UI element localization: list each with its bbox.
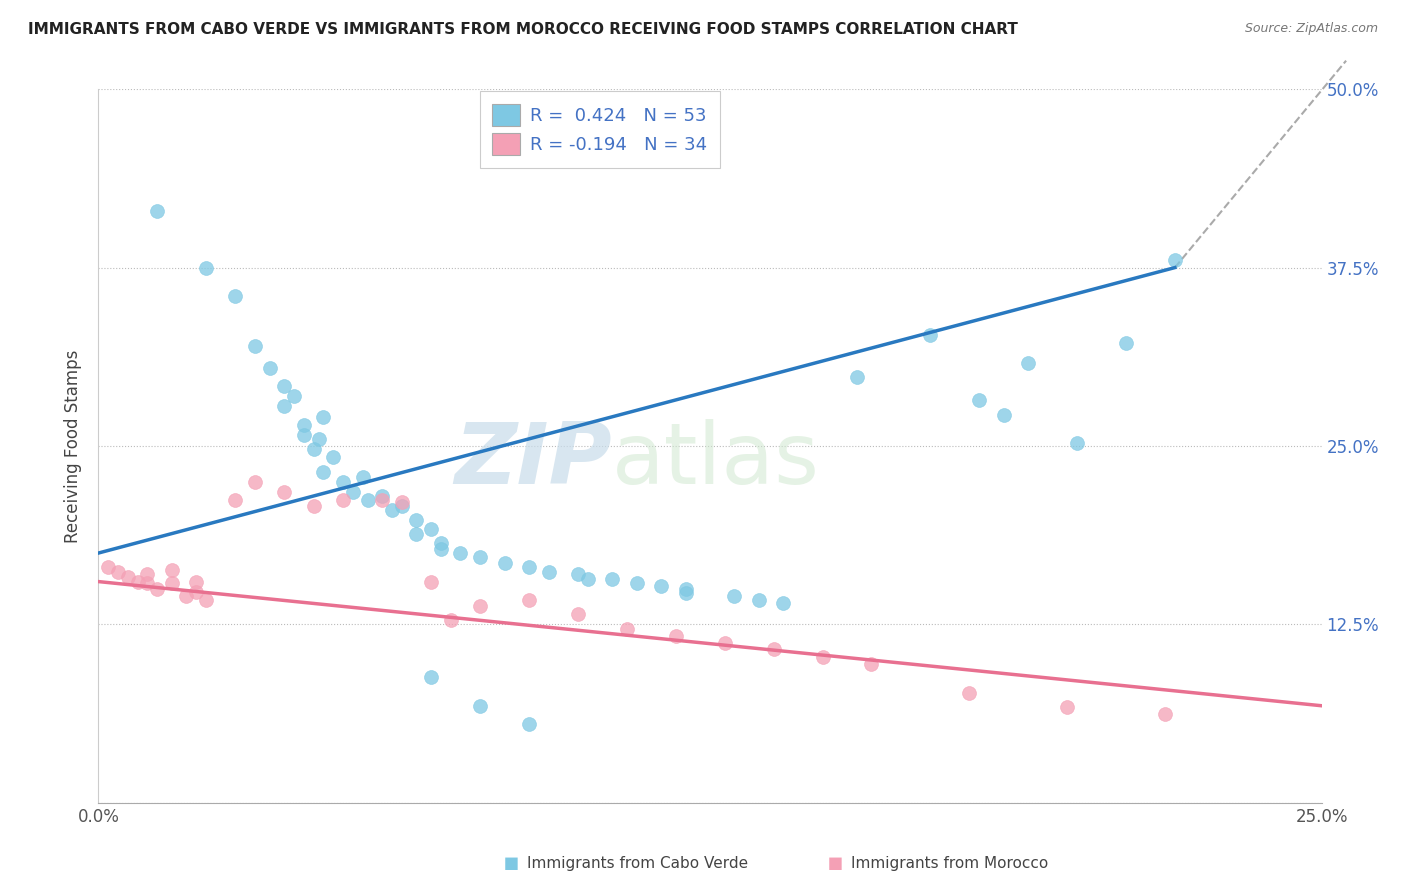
- Point: [332, 493, 354, 508]
- Point: [494, 556, 516, 570]
- Point: [650, 579, 672, 593]
- Point: [186, 574, 208, 589]
- Point: [312, 410, 335, 425]
- Point: [146, 582, 169, 596]
- Point: [762, 641, 785, 656]
- Point: [405, 527, 427, 541]
- Point: [371, 493, 394, 508]
- Point: [468, 698, 491, 713]
- Point: [420, 670, 443, 684]
- Point: [107, 565, 129, 579]
- Point: [665, 629, 688, 643]
- Point: [440, 613, 463, 627]
- Point: [845, 370, 868, 384]
- Point: [723, 589, 745, 603]
- Point: [811, 650, 834, 665]
- Point: [381, 503, 404, 517]
- Point: [224, 493, 246, 508]
- Point: [468, 550, 491, 565]
- Point: [626, 576, 648, 591]
- Point: [967, 393, 990, 408]
- Point: [243, 339, 266, 353]
- Point: [259, 360, 281, 375]
- Point: [186, 584, 208, 599]
- Point: [576, 572, 599, 586]
- Point: [675, 582, 697, 596]
- Text: Source: ZipAtlas.com: Source: ZipAtlas.com: [1244, 22, 1378, 36]
- Text: Immigrants from Morocco: Immigrants from Morocco: [851, 856, 1047, 871]
- Point: [292, 427, 315, 442]
- Point: [292, 417, 315, 432]
- Legend: R =  0.424   N = 53, R = -0.194   N = 34: R = 0.424 N = 53, R = -0.194 N = 34: [479, 91, 720, 168]
- Point: [160, 576, 183, 591]
- Point: [243, 475, 266, 489]
- Point: [391, 494, 413, 508]
- Point: [160, 563, 183, 577]
- Point: [517, 560, 540, 574]
- Y-axis label: Receiving Food Stamps: Receiving Food Stamps: [65, 350, 83, 542]
- Point: [748, 593, 770, 607]
- Point: [450, 546, 472, 560]
- Text: atlas: atlas: [612, 418, 820, 502]
- Point: [567, 567, 589, 582]
- Point: [1154, 707, 1177, 722]
- Point: [356, 493, 378, 508]
- Point: [342, 484, 364, 499]
- Point: [430, 541, 453, 556]
- Point: [312, 465, 335, 479]
- Text: Immigrants from Cabo Verde: Immigrants from Cabo Verde: [527, 856, 748, 871]
- Point: [1066, 436, 1088, 450]
- Point: [283, 389, 305, 403]
- Point: [920, 327, 942, 342]
- Point: [127, 574, 149, 589]
- Point: [273, 484, 295, 499]
- Point: [675, 586, 697, 600]
- Point: [420, 574, 443, 589]
- Point: [195, 260, 218, 275]
- Point: [567, 607, 589, 622]
- Point: [136, 576, 159, 591]
- Point: [517, 717, 540, 731]
- Point: [308, 432, 330, 446]
- Text: ▪: ▪: [827, 852, 844, 875]
- Point: [537, 565, 560, 579]
- Point: [371, 489, 394, 503]
- Point: [860, 657, 883, 672]
- Point: [273, 399, 295, 413]
- Point: [146, 203, 169, 218]
- Point: [136, 567, 159, 582]
- Point: [391, 499, 413, 513]
- Point: [993, 408, 1015, 422]
- Point: [1164, 253, 1187, 268]
- Point: [405, 513, 427, 527]
- Point: [517, 593, 540, 607]
- Point: [1056, 700, 1078, 714]
- Point: [616, 622, 638, 636]
- Point: [600, 572, 623, 586]
- Point: [468, 599, 491, 613]
- Point: [352, 470, 374, 484]
- Point: [97, 560, 120, 574]
- Point: [224, 289, 246, 303]
- Point: [195, 593, 218, 607]
- Text: ▪: ▪: [503, 852, 520, 875]
- Point: [420, 522, 443, 536]
- Point: [430, 536, 453, 550]
- Point: [302, 442, 325, 456]
- Point: [1115, 336, 1137, 351]
- Text: ZIP: ZIP: [454, 418, 612, 502]
- Point: [273, 379, 295, 393]
- Point: [713, 636, 735, 650]
- Point: [117, 570, 139, 584]
- Point: [957, 686, 980, 700]
- Point: [332, 475, 354, 489]
- Point: [302, 499, 325, 513]
- Point: [322, 450, 344, 465]
- Point: [772, 596, 794, 610]
- Point: [176, 589, 198, 603]
- Point: [1017, 356, 1039, 370]
- Text: IMMIGRANTS FROM CABO VERDE VS IMMIGRANTS FROM MOROCCO RECEIVING FOOD STAMPS CORR: IMMIGRANTS FROM CABO VERDE VS IMMIGRANTS…: [28, 22, 1018, 37]
